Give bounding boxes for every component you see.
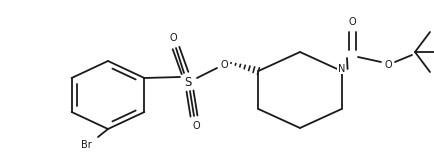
Text: O: O [192,121,200,131]
Text: S: S [184,76,192,88]
Text: N: N [338,64,345,74]
Text: O: O [384,60,392,70]
Text: O: O [220,60,228,70]
Text: O: O [348,17,356,27]
Text: Br: Br [81,140,92,150]
Text: O: O [169,33,177,43]
